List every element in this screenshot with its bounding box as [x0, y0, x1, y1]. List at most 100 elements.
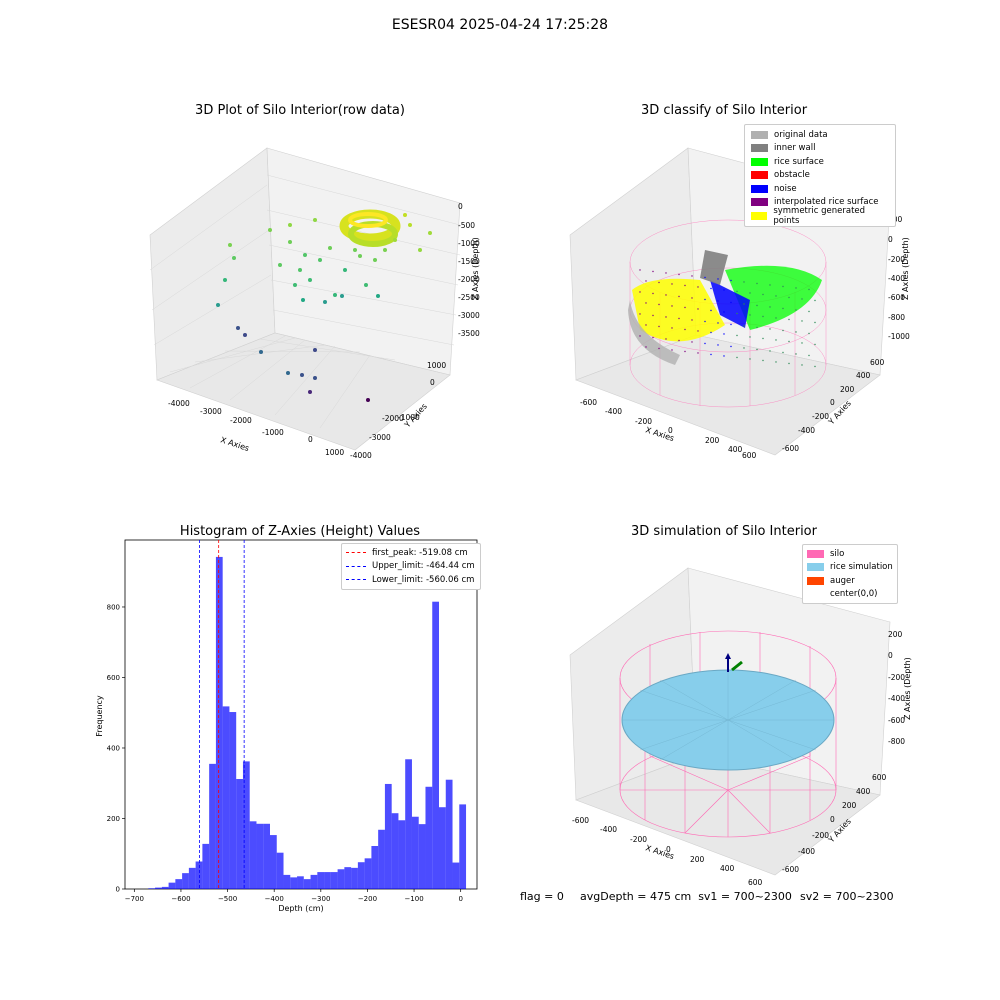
classify-point [730, 301, 732, 304]
histogram-bar [310, 874, 318, 889]
histogram-bar [155, 887, 162, 889]
raw-scatter-point [340, 294, 344, 298]
classify-point [782, 329, 784, 332]
classify-point [710, 287, 712, 290]
histogram-x-tick-label: −400 [265, 895, 284, 903]
legend-swatch [751, 171, 768, 180]
svg-text:-200: -200 [888, 255, 905, 264]
histogram-bar [182, 873, 189, 889]
histogram-bar [452, 862, 460, 889]
classify-point [723, 355, 725, 357]
histogram-bar [148, 888, 156, 889]
histogram-bar [188, 867, 196, 889]
classify-3d-plot: -600 -400 -200 0 200 400 600 600 400 200… [569, 147, 910, 460]
classify-point [684, 306, 686, 309]
classify-point [808, 288, 810, 291]
legend-item-inner-wall: inner wall [751, 142, 889, 156]
legend-item-first-peak: first_peak: -519.08 cm [346, 546, 476, 560]
raw-scatter-point [301, 298, 305, 302]
svg-text:-400: -400 [798, 847, 815, 856]
classify-point [645, 302, 647, 304]
raw-y-ticks: 1000 0 -1000 -2000 -3000 -4000 [350, 361, 446, 460]
classify-point [743, 325, 745, 327]
classify-point [801, 320, 803, 322]
classify-point [795, 309, 797, 311]
svg-text:-600: -600 [580, 398, 597, 407]
classify-point [658, 303, 660, 306]
histogram-bar [161, 886, 169, 889]
raw-z-ticks: 0 -500 -1000 -1500 -2000 -2500 -3000 -35… [458, 202, 480, 338]
legend-item-symmetric: symmetric generated points [751, 206, 889, 226]
raw-scatter-point [293, 283, 297, 287]
raw-scatter-points [216, 213, 432, 402]
classify-z-label: Z Axies (Depth) [901, 237, 910, 300]
svg-text:600: 600 [742, 451, 757, 460]
histogram-bar [439, 807, 446, 889]
classify-point [678, 273, 680, 276]
legend-item-obstacle: obstacle [751, 169, 889, 183]
classify-point [795, 353, 797, 355]
classify-point [691, 319, 693, 321]
histogram-y-ticks: 0 200 400 600 800 [107, 603, 125, 894]
svg-text:0: 0 [888, 235, 893, 244]
raw-scatter-point [298, 268, 302, 272]
classify-point [697, 330, 699, 332]
classify-point [769, 350, 771, 352]
legend-item-interpolated: interpolated rice surface [751, 196, 889, 210]
legend-swatch [751, 157, 768, 166]
svg-text:600: 600 [872, 773, 887, 782]
svg-text:400: 400 [856, 371, 871, 380]
classify-point [678, 339, 680, 342]
classify-point [639, 269, 641, 271]
classify-point [710, 353, 712, 356]
classify-point [795, 331, 797, 333]
classify-point [645, 324, 647, 326]
histogram-bar [445, 779, 453, 889]
classify-point [652, 270, 654, 273]
raw-scatter-point [313, 348, 317, 352]
classify-point [665, 272, 667, 274]
classify-point [743, 347, 745, 349]
classify-point [723, 311, 725, 313]
svg-text:-400: -400 [605, 407, 622, 416]
histogram-bars [148, 556, 467, 889]
svg-text:-2000: -2000 [230, 416, 252, 425]
classify-point [639, 291, 641, 293]
classify-point [749, 314, 751, 316]
classify-point [756, 304, 758, 307]
histogram-bar [242, 761, 250, 889]
histogram-bar [405, 759, 412, 889]
legend-item-auger: auger [807, 574, 893, 588]
raw-scatter-point [313, 376, 317, 380]
histogram-x-label: Depth (cm) [278, 904, 323, 913]
histogram-bar [317, 872, 325, 889]
histogram-bar [209, 763, 216, 889]
raw-scatter-point [286, 371, 290, 375]
raw-scatter-point [288, 223, 292, 227]
svg-text:0: 0 [668, 426, 673, 435]
raw-plot-title: 3D Plot of Silo Interior(row data) [195, 103, 405, 118]
legend-line [346, 565, 366, 567]
svg-text:1000: 1000 [325, 448, 344, 457]
histogram-bar [202, 843, 210, 889]
classify-point [691, 275, 693, 277]
histogram-bar [351, 867, 358, 889]
classify-point [782, 285, 784, 288]
svg-text:200: 200 [888, 630, 903, 639]
svg-text:-4000: -4000 [350, 451, 372, 460]
classify-point [801, 342, 803, 344]
histogram-bar [425, 786, 433, 889]
legend-item-noise: noise [751, 182, 889, 196]
raw-scatter-point [376, 294, 380, 298]
classify-point [769, 284, 771, 286]
classify-point [684, 284, 686, 287]
classify-point [775, 295, 777, 297]
raw-grid [149, 174, 461, 429]
classify-point [762, 359, 764, 362]
classify-point [684, 350, 686, 353]
classify-point [678, 295, 680, 298]
histogram-bar [236, 779, 243, 889]
raw-scatter-point [364, 283, 368, 287]
histogram-bar [344, 867, 352, 889]
classify-point [730, 345, 732, 348]
